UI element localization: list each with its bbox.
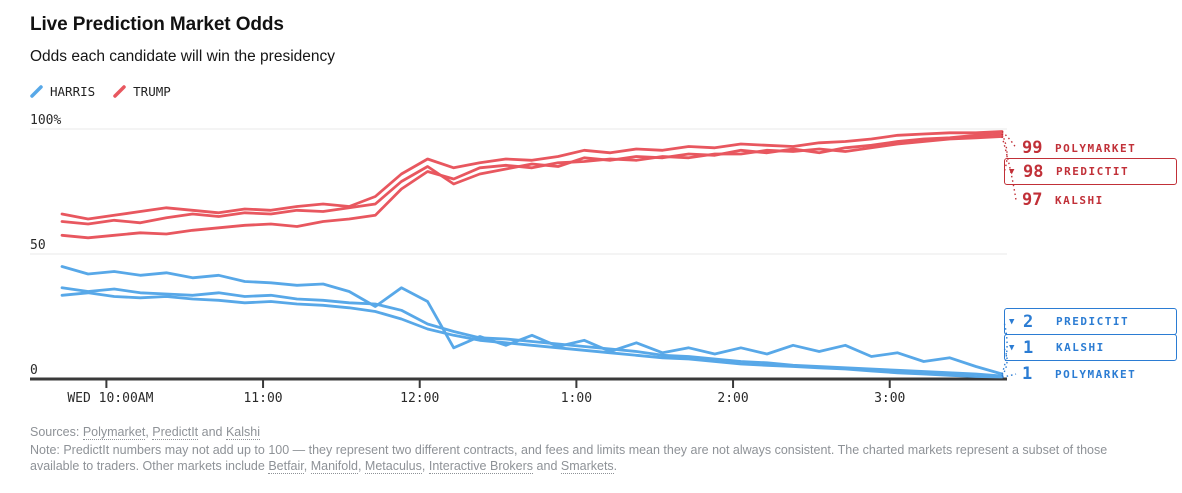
x-tick-label: 11:00: [243, 391, 282, 406]
footer-text: ,: [421, 458, 429, 473]
end-label-harris-predictit: ▼ 2 PREDICTIT: [1004, 308, 1177, 335]
y-tick-label: 100%: [30, 113, 61, 128]
harris-line-swatch-icon: [30, 85, 43, 98]
odds-value: 99: [1022, 138, 1043, 158]
down-arrow-icon: ▼: [1009, 342, 1015, 353]
series-line-trump-polymarket: [60, 130, 1004, 221]
market-name: PREDICTIT: [1056, 165, 1130, 178]
trump-line-swatch-icon: [113, 85, 126, 98]
series-line-harris-predictit: [60, 265, 1004, 376]
end-label-trump-predictit: ▼ 98 PREDICTIT: [1004, 158, 1177, 185]
footer-text: ,: [357, 458, 365, 473]
series-line-harris-polymarket: [60, 291, 1004, 379]
footer-text: Sources:: [30, 425, 83, 439]
footer-text: ,: [145, 425, 153, 439]
footer-link-metaculus[interactable]: Metaculus: [364, 458, 422, 474]
legend-item-trump: TRUMP: [113, 84, 171, 99]
down-arrow-icon: ▼: [1009, 316, 1015, 327]
odds-value: 97: [1022, 190, 1043, 210]
market-name: KALSHI: [1055, 193, 1104, 207]
legend-label-harris: HARRIS: [50, 84, 96, 99]
odds-value: 98: [1023, 161, 1044, 182]
chart-subtitle: Odds each candidate will win the preside…: [30, 48, 336, 65]
odds-value: 1: [1022, 364, 1033, 384]
end-label-trump-kalshi: 97 KALSHI: [1004, 190, 1177, 210]
footer-link-predictit[interactable]: PredictIt: [152, 425, 199, 440]
footer-text: ,: [303, 458, 311, 473]
note-line: Note: PredictIt numbers may not add up t…: [30, 443, 1156, 475]
footer-link-polymarket[interactable]: Polymarket: [82, 425, 146, 440]
series-line-harris-kalshi: [60, 286, 1004, 378]
footer-link-interactive-brokers[interactable]: Interactive Brokers: [428, 458, 534, 474]
market-name: PREDICTIT: [1056, 315, 1130, 328]
odds-value: 2: [1023, 311, 1034, 332]
x-tick-label: WED 10:00AM: [67, 391, 153, 406]
end-label-trump-polymarket: 99 POLYMARKET: [1004, 138, 1177, 158]
end-label-harris-kalshi: ▼ 1 KALSHI: [1004, 334, 1177, 361]
series-line-trump-predictit: [60, 132, 1004, 226]
x-tick-label: 12:00: [400, 391, 439, 406]
legend-item-harris: HARRIS: [30, 84, 95, 99]
odds-value: 1: [1023, 337, 1034, 358]
footer-link-manifold[interactable]: Manifold: [310, 458, 358, 474]
series-line-trump-kalshi: [60, 135, 1004, 240]
x-tick-label: 1:00: [561, 391, 592, 406]
end-label-harris-polymarket: 1 POLYMARKET: [1004, 364, 1177, 384]
x-tick-label: 2:00: [717, 391, 748, 406]
footer-text: .: [613, 458, 618, 473]
legend: HARRIS TRUMP: [30, 84, 171, 99]
footer-text: Note: PredictIt numbers may not add up t…: [30, 442, 1108, 473]
market-name: KALSHI: [1056, 341, 1105, 354]
y-tick-label: 50: [30, 238, 46, 253]
footer-link-betfair[interactable]: Betfair: [268, 458, 304, 474]
y-tick-label: 0: [30, 363, 38, 378]
down-arrow-icon: ▼: [1009, 166, 1015, 177]
market-name: POLYMARKET: [1055, 367, 1137, 381]
market-name: POLYMARKET: [1055, 141, 1137, 155]
footer: Sources: Polymarket, PredictIt and Kalsh…: [30, 425, 1156, 476]
footer-text: and: [198, 425, 226, 439]
footer-text: and: [533, 458, 561, 473]
legend-label-trump: TRUMP: [133, 84, 171, 99]
footer-link-kalshi[interactable]: Kalshi: [225, 425, 261, 440]
x-tick-label: 3:00: [874, 391, 905, 406]
footer-link-smarkets[interactable]: Smarkets: [560, 458, 614, 474]
sources-line: Sources: Polymarket, PredictIt and Kalsh…: [30, 425, 1156, 441]
page-title: Live Prediction Market Odds: [30, 14, 284, 35]
